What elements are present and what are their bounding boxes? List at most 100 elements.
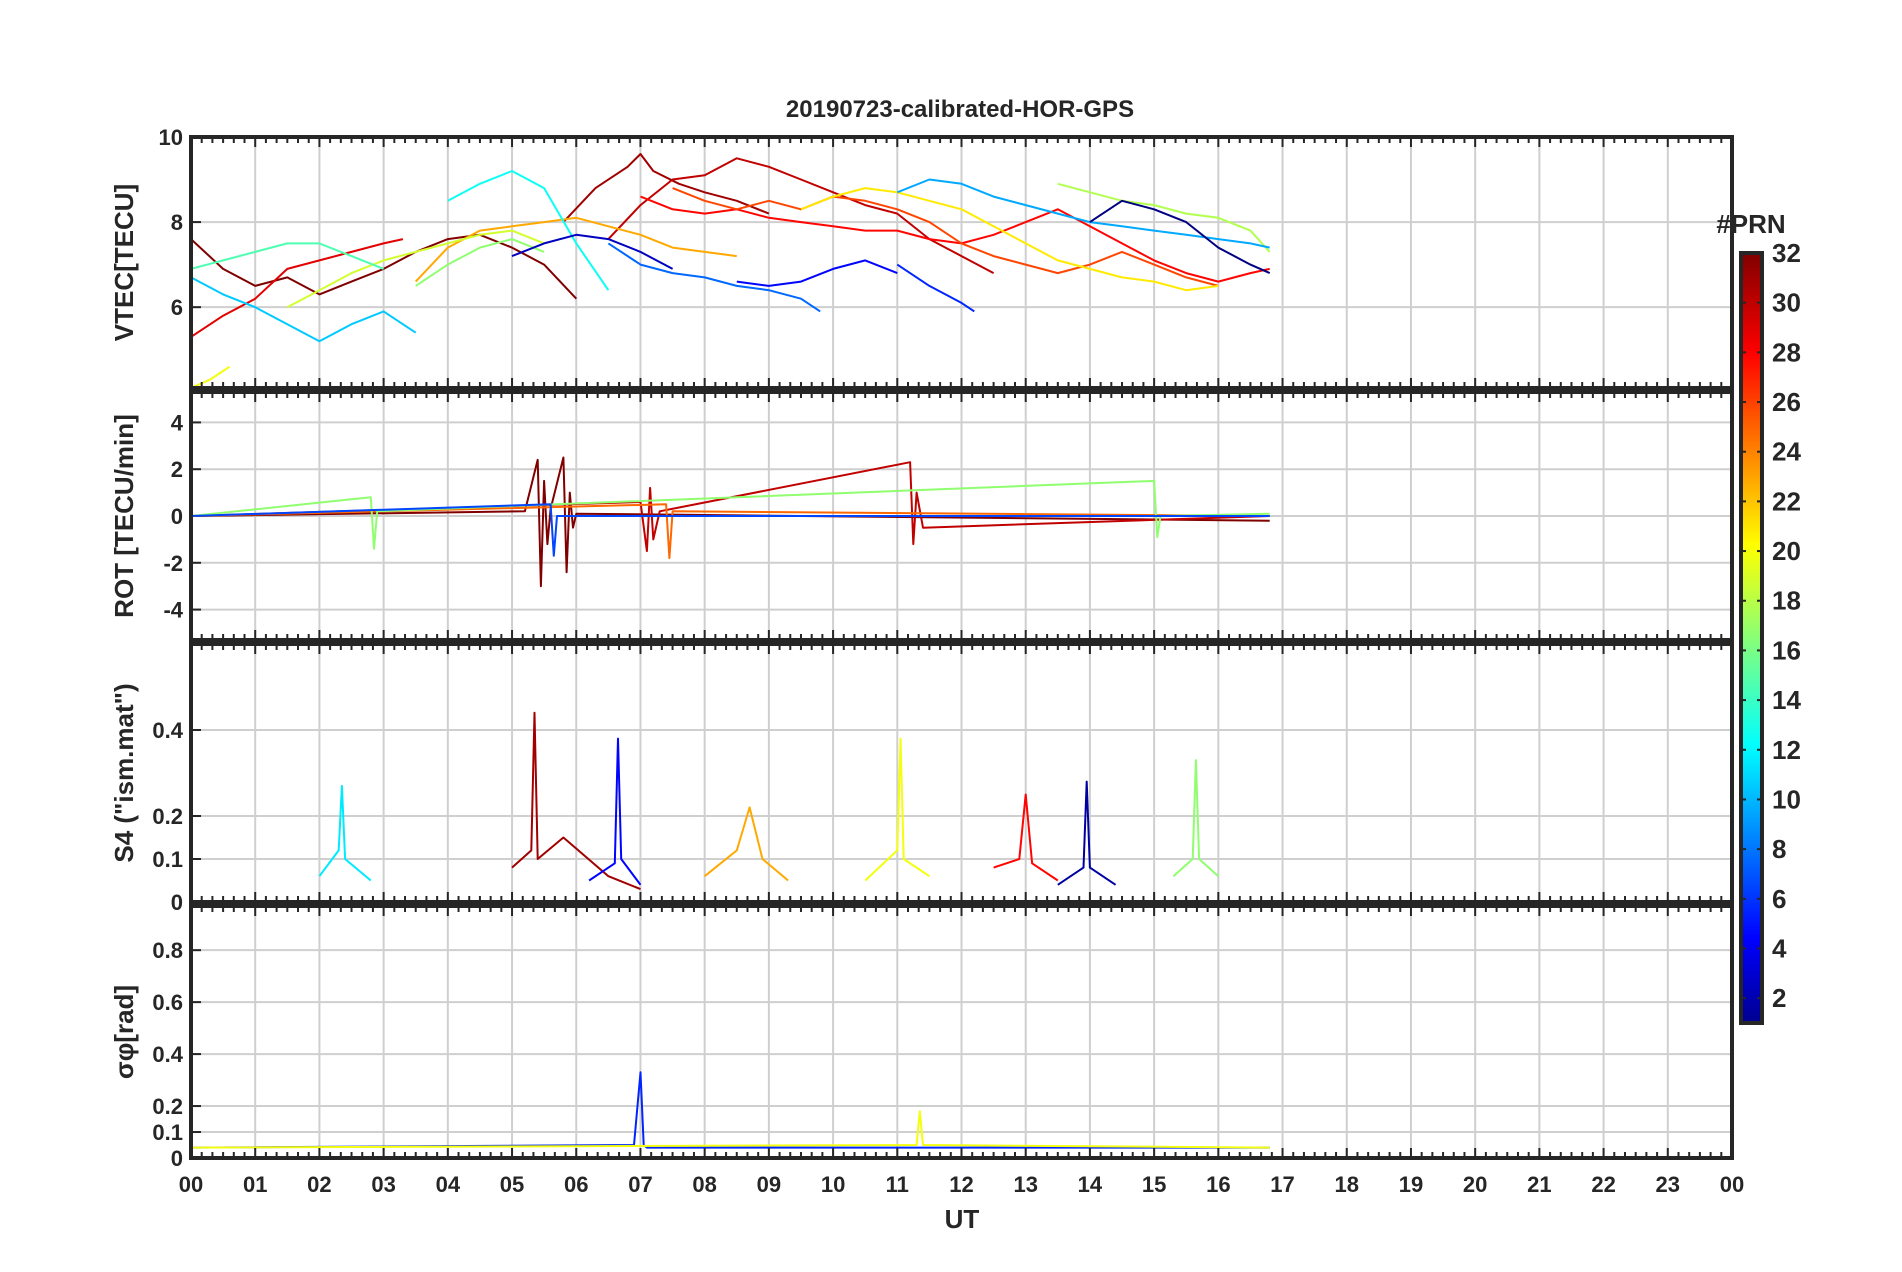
series-prn-31 — [562, 153, 770, 223]
x-tick-label: 09 — [757, 1172, 781, 1197]
colorbar-tick-label: 16 — [1772, 635, 1801, 665]
x-tick-label: 01 — [243, 1172, 267, 1197]
x-tick-label: 12 — [949, 1172, 973, 1197]
y-axis-label: ROT [TECU/min] — [109, 414, 139, 618]
colorbar-tick-label: 20 — [1772, 536, 1801, 566]
colorbar-tick-label: 24 — [1772, 437, 1801, 467]
series-prn-15 — [191, 242, 384, 270]
series-prn-30 — [607, 157, 995, 274]
x-tick-label: 17 — [1270, 1172, 1294, 1197]
series-prn-18 — [1057, 182, 1271, 253]
colorbar-title: #PRN — [1716, 209, 1785, 239]
y-tick-label: 0.4 — [152, 718, 183, 743]
x-axis-label: UT — [945, 1204, 980, 1234]
panel-sigphi: 00.10.2 0.4 0.6 0.8 σφ[rad] — [109, 904, 1734, 1171]
colorbar-tick-label: 10 — [1772, 784, 1801, 814]
x-tick-label: 13 — [1013, 1172, 1037, 1197]
y-tick-label: -2 — [163, 551, 183, 576]
chart-title: 20190723-calibrated-HOR-GPS — [786, 96, 1134, 123]
x-tick-label: 14 — [1078, 1172, 1103, 1197]
series-prn-11 — [191, 276, 417, 343]
y-tick-label: 0.6 — [152, 990, 183, 1015]
series-prn-8 — [607, 242, 821, 313]
x-tick-label: 08 — [692, 1172, 716, 1197]
series-prn-20 — [191, 1110, 1270, 1149]
y-tick-label: 0.2 — [152, 1094, 183, 1119]
y-tick-label: -4 — [163, 598, 183, 623]
colorbar-tick-label: 30 — [1772, 288, 1801, 318]
colorbar-tick-label: 22 — [1772, 486, 1801, 516]
x-tick-label: 03 — [371, 1172, 395, 1197]
y-tick-label: 2 — [171, 457, 183, 482]
x-tick-label: 07 — [628, 1172, 652, 1197]
panel-vtec: 6 8 10 VTEC[TECU] — [109, 125, 1734, 390]
colorbar-tick-label: 2 — [1772, 983, 1786, 1013]
x-tick-label: 04 — [436, 1172, 461, 1197]
series-prn-23 — [704, 806, 789, 882]
x-tick-label: 21 — [1527, 1172, 1551, 1197]
series-prn-17 — [1172, 759, 1219, 877]
x-tick-label: 11 — [886, 1172, 909, 1197]
colorbar-tick-label: 18 — [1772, 586, 1801, 616]
colorbar-tick-label: 28 — [1772, 337, 1801, 367]
panel-s4: 0 0.1 0.2 0.4 S4 ("ism.mat") — [109, 642, 1734, 915]
y-tick-label: 0.4 — [152, 1042, 183, 1067]
colorbar-tick-label: 6 — [1772, 884, 1786, 914]
y-axis-label: VTEC[TECU] — [109, 184, 139, 341]
colorbar-tick-label: 12 — [1772, 735, 1801, 765]
series-prn-5 — [736, 259, 898, 287]
x-tick-label: 15 — [1142, 1172, 1166, 1197]
series-prn-23 — [414, 216, 737, 283]
series-prn-17 — [191, 479, 1270, 550]
colorbar-tick-label: 8 — [1772, 834, 1786, 864]
y-tick-label: 8 — [171, 210, 183, 235]
y-tick-label: 4 — [171, 410, 184, 435]
series-prn-20 — [191, 365, 231, 388]
panel-frame — [189, 904, 1734, 1160]
series-prn-6 — [191, 1071, 1270, 1149]
series-prn-12 — [318, 784, 372, 882]
x-tick-label: 00 — [1720, 1172, 1744, 1197]
colorbar-gradient — [1741, 253, 1762, 1023]
y-tick-label: 10 — [159, 125, 183, 150]
series-prn-5 — [588, 737, 642, 886]
panel-rot: -4 -2 0 2 4 ROT [TECU/min] — [109, 390, 1734, 642]
y-tick-label: 0.1 — [152, 847, 183, 872]
series-prn-7 — [191, 503, 1270, 557]
x-tick-label: 05 — [500, 1172, 524, 1197]
y-tick-label: 0 — [171, 504, 183, 529]
y-tick-label: 0.8 — [152, 938, 183, 963]
x-tick-label: 23 — [1656, 1172, 1680, 1197]
panel-frame — [189, 642, 1734, 904]
colorbar-frame — [1739, 251, 1764, 1025]
y-axis-label: S4 ("ism.mat") — [109, 683, 139, 862]
y-tick-label: 0.2 — [152, 804, 183, 829]
series-prn-30 — [191, 461, 1270, 553]
y-tick-label: 0 — [171, 890, 183, 915]
series-prn-26 — [672, 187, 1219, 287]
panel-frame — [189, 390, 1734, 642]
series-prn-20 — [864, 737, 930, 882]
y-axis-label: σφ[rad] — [109, 985, 139, 1079]
y-tick-label: 6 — [171, 295, 183, 320]
x-tick-label: 16 — [1206, 1172, 1230, 1197]
series-prn-6 — [896, 263, 975, 313]
panel-frame — [189, 135, 1734, 390]
x-tick-label: 18 — [1335, 1172, 1359, 1197]
series-prn-2 — [1057, 780, 1117, 886]
x-tick-label: 19 — [1399, 1172, 1423, 1197]
colorbar-tick-label: 14 — [1772, 685, 1801, 715]
colorbar-tick-label: 32 — [1772, 238, 1801, 268]
y-tick-label: 0.1 — [152, 1120, 183, 1145]
series-prn-13 — [447, 170, 610, 291]
series-prn-19 — [286, 229, 545, 309]
series-prn-28 — [993, 793, 1059, 882]
colorbar-tick-label: 4 — [1772, 933, 1787, 963]
x-tick-label: 06 — [564, 1172, 588, 1197]
series-prn-1 — [1089, 199, 1271, 275]
series-prn-25 — [191, 503, 1270, 560]
series-prn-29 — [191, 238, 404, 338]
series-prn-31 — [511, 711, 641, 891]
